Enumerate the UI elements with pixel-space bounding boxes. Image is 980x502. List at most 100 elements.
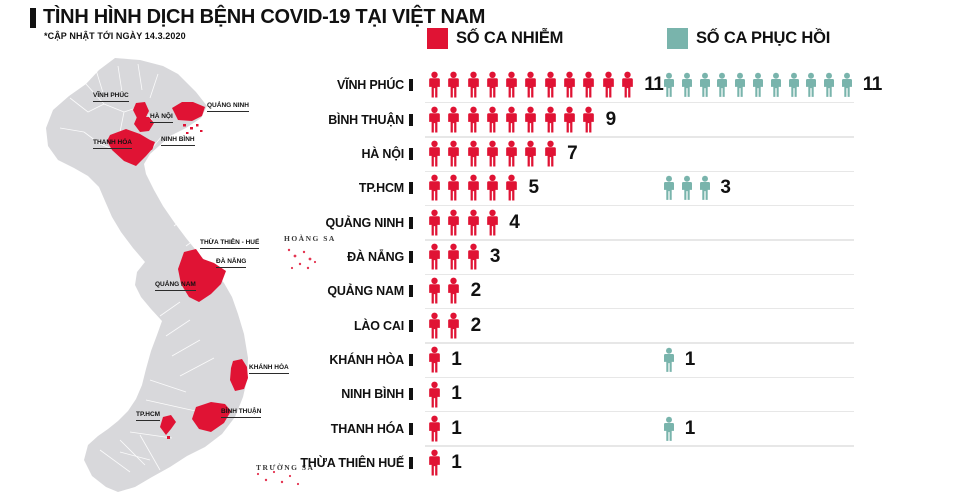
person-icon — [770, 72, 781, 98]
map-label-khanh-hoa: KHÁNH HÒA — [249, 364, 289, 374]
hoang-sa-islets — [287, 248, 317, 270]
person-icon — [448, 106, 460, 133]
row-divider — [425, 101, 854, 104]
person-icon — [841, 72, 852, 98]
chart-row: BÌNH THUẬN 9 — [250, 102, 980, 138]
person-icon — [448, 209, 460, 236]
row-divider — [425, 170, 854, 173]
infected-swatch-icon — [427, 28, 448, 49]
person-icon — [448, 312, 460, 339]
person-icon — [506, 72, 518, 98]
person-icon — [602, 72, 614, 98]
infected-cell: 2 — [427, 308, 481, 342]
update-date-note: *CẬP NHẬT TỚI NGÀY 14.3.2020 — [44, 31, 186, 41]
person-icon — [544, 72, 556, 98]
person-icon — [664, 72, 674, 98]
infected-count: 4 — [509, 211, 520, 233]
infected-cell: 11 — [427, 68, 664, 102]
chart-row-label: KHÁNH HÒA — [329, 352, 404, 367]
person-icon — [429, 415, 440, 442]
title-accent-bar — [30, 8, 36, 28]
person-icon — [699, 72, 710, 98]
map-label-binh-thuan: BÌNH THUẬN — [221, 408, 262, 418]
row-tick-icon — [409, 250, 413, 263]
vietnam-map: VĨNH PHÚC QUẢNG NINH HÀ NỘI NINH BÌNH TH… — [0, 40, 340, 502]
row-tick-icon — [409, 353, 413, 366]
chart-row-label: TP.HCM — [358, 181, 404, 196]
map-outline — [46, 58, 248, 492]
infected-count: 2 — [470, 314, 482, 336]
person-icon — [622, 72, 633, 98]
person-icon — [448, 278, 460, 304]
person-icon — [564, 106, 575, 133]
person-icon — [788, 72, 799, 98]
chart-row-label: NINH BÌNH — [341, 387, 404, 402]
infected-count: 1 — [451, 383, 462, 405]
chart-row: TP.HCM 5 3 — [250, 171, 980, 207]
person-icon — [583, 106, 595, 133]
chart-row: QUẢNG NAM 2 — [250, 274, 980, 310]
row-tick-icon — [409, 285, 413, 298]
row-divider — [425, 239, 854, 241]
row-tick-icon — [409, 456, 413, 469]
map-region-thanh-hoa — [107, 129, 153, 166]
person-icon — [467, 72, 479, 98]
infected-count: 11 — [644, 74, 664, 96]
map-region-binh-thuan — [192, 402, 231, 432]
person-icon — [467, 243, 479, 270]
map-label-vinh-phuc: VĨNH PHÚC — [93, 92, 129, 102]
person-icon — [448, 243, 460, 270]
chart-row-label: LÀO CAI — [354, 318, 404, 333]
chart-row: KHÁNH HÒA 1 1 — [250, 343, 980, 379]
infected-cell: 1 — [427, 411, 462, 445]
header: TÌNH HÌNH DỊCH BỆNH COVID-19 TẠI VIỆT NA… — [30, 6, 485, 41]
map-label-quang-ninh: QUẢNG NINH — [207, 102, 249, 112]
chart-row: ĐÀ NẴNG 3 — [250, 240, 980, 276]
row-tick-icon — [409, 216, 413, 229]
person-icon — [735, 72, 746, 98]
person-icon — [525, 72, 537, 98]
person-icon — [544, 106, 556, 133]
chart-row: LÀO CAI 2 — [250, 308, 980, 344]
person-icon — [664, 416, 674, 441]
row-divider — [425, 376, 854, 379]
row-tick-icon — [409, 182, 413, 195]
person-icon — [752, 72, 763, 98]
row-tick-icon — [409, 388, 413, 401]
case-pictogram-chart: VĨNH PHÚC 11 11 BÌNH THUẬN 9 HÀ NỘI 7 TP.HCM 5 3 Q… — [250, 68, 980, 480]
person-icon — [564, 72, 575, 98]
recovered-count: 11 — [862, 74, 883, 96]
recovered-count: 1 — [684, 417, 696, 439]
person-icon — [429, 175, 440, 201]
chart-row-label: VĨNH PHÚC — [337, 78, 404, 93]
infected-count: 2 — [470, 280, 482, 302]
infected-cell: 1 — [427, 377, 462, 411]
person-icon — [429, 312, 440, 339]
person-icon — [448, 140, 460, 167]
map-region-quang-ninh — [172, 102, 205, 121]
person-icon — [448, 175, 460, 201]
person-icon — [506, 175, 518, 201]
row-divider — [425, 204, 854, 207]
infected-cell: 1 — [427, 343, 462, 377]
row-tick-icon — [409, 422, 413, 435]
infected-cell: 7 — [427, 137, 578, 171]
row-tick-icon — [409, 147, 413, 160]
row-divider — [425, 273, 854, 276]
person-icon — [487, 209, 498, 236]
truong-sa-islets — [256, 470, 300, 486]
map-label-hoang-sa: HOÀNG SA — [284, 234, 336, 243]
person-icon — [467, 106, 479, 133]
person-icon — [583, 72, 595, 98]
person-icon — [429, 243, 440, 270]
person-icon — [487, 72, 498, 98]
person-icon — [664, 175, 674, 201]
person-icon — [429, 209, 440, 236]
recovered-count: 3 — [720, 177, 731, 199]
map-region-ha-noi — [134, 117, 154, 132]
chart-row-label: THANH HÓA — [330, 421, 404, 436]
person-icon — [429, 278, 440, 304]
person-icon — [806, 72, 817, 98]
person-icon — [487, 140, 498, 167]
chart-row: HÀ NỘI 7 — [250, 137, 980, 173]
